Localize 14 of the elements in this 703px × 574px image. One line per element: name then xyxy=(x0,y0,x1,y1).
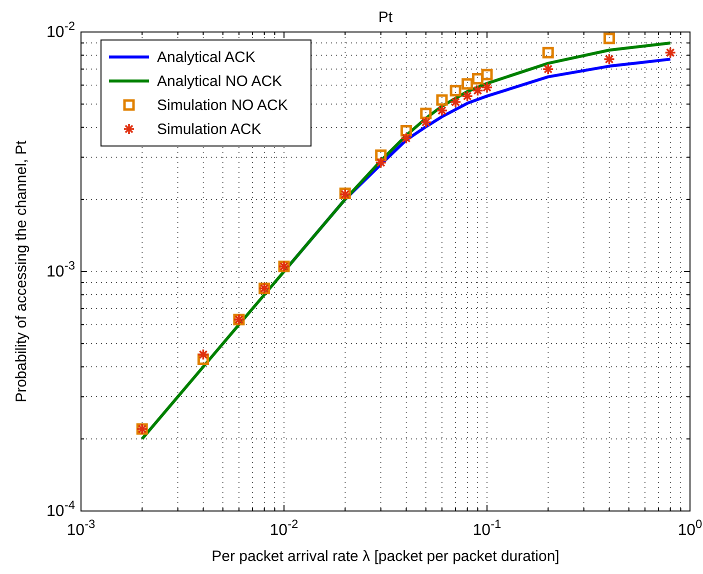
y-axis-title: Probability of accessing the channel, Pt xyxy=(13,140,30,402)
legend-label: Simulation NO ACK xyxy=(157,97,288,114)
x-tick-label: 10$^{-3}$ xyxy=(66,517,96,539)
legend-label: Analytical ACK xyxy=(157,49,256,66)
x-tick-label: 10$^{-1}$ xyxy=(472,517,502,539)
legend-label: Simulation ACK xyxy=(157,121,262,138)
chart-title: Pt xyxy=(378,9,394,26)
y-tick-label: 10$^{-2}$ xyxy=(46,19,76,41)
legend-label: Analytical NO ACK xyxy=(157,73,282,90)
y-tick-label: 10$^{-4}$ xyxy=(46,498,76,520)
y-tick-label: 10$^{-3}$ xyxy=(46,258,76,280)
x-tick-label: 10$^{-2}$ xyxy=(270,517,299,539)
x-axis-title: Per packet arrival rate λ [packet per packet duration] xyxy=(212,548,560,565)
x-tick-label: 10$^{0}$ xyxy=(678,517,703,539)
